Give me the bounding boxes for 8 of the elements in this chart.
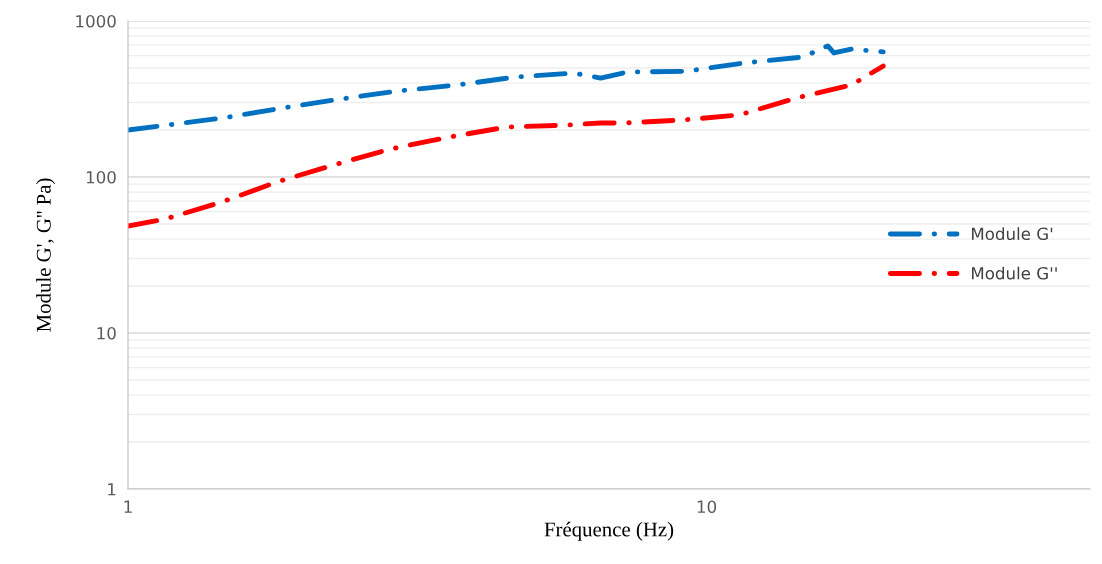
y-tick-label: 10	[97, 326, 116, 340]
y-tick-label: 1	[108, 483, 116, 496]
x-axis-title: Fréquence (Hz)	[544, 521, 674, 541]
y-tick-label: 1000	[76, 14, 116, 28]
legend-label: Module G''	[971, 266, 1057, 280]
y-tick-label: 100	[86, 170, 116, 184]
legend-label: Module G'	[971, 227, 1053, 241]
y-axis-title: Module G', G'' Pa)	[36, 178, 56, 332]
